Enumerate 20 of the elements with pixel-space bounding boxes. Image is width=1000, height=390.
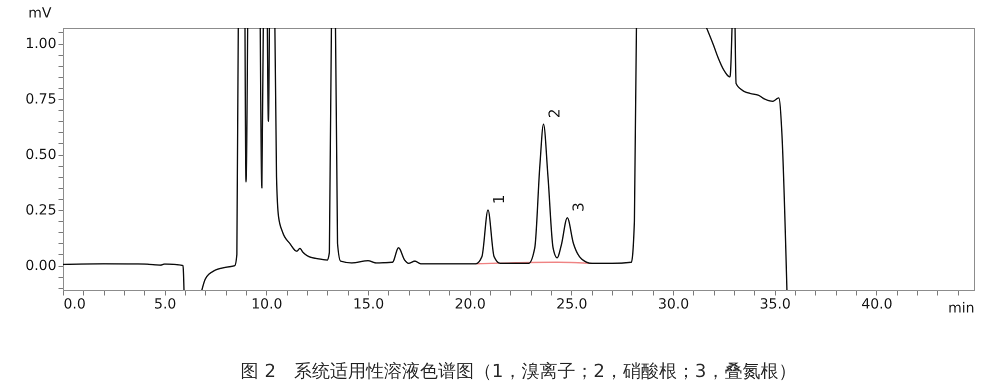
x-tick-label: 15.0 bbox=[352, 296, 384, 312]
text: 图 2 系统适用性溶液色谱图（1，溴离子；2，硝酸根；3，叠氮根） bbox=[240, 361, 796, 382]
y-tick-label: 1.00 bbox=[25, 36, 56, 52]
x-axis-title: min bbox=[948, 300, 974, 316]
annotation: 3 bbox=[569, 202, 588, 212]
annotation: 1 bbox=[490, 194, 508, 204]
y-tick-label: 0.25 bbox=[25, 202, 56, 219]
x-tick-label: 30.0 bbox=[658, 296, 690, 312]
x-tick-label: 0.0 bbox=[64, 296, 86, 312]
x-tick-label: 5.0 bbox=[154, 296, 176, 312]
x-tick-label: 20.0 bbox=[454, 296, 486, 312]
y-tick-label: 0.00 bbox=[25, 258, 56, 274]
y-axis-title: mV bbox=[28, 6, 52, 22]
y-tick-label: 0.50 bbox=[25, 147, 56, 164]
x-tick-label: 35.0 bbox=[760, 296, 791, 312]
annotation: 2 bbox=[546, 108, 564, 118]
y-tick-label: 0.75 bbox=[25, 92, 56, 108]
x-tick-label: 25.0 bbox=[556, 296, 588, 312]
x-tick-label: 40.0 bbox=[861, 296, 892, 312]
x-tick-label: 10.0 bbox=[251, 296, 282, 312]
